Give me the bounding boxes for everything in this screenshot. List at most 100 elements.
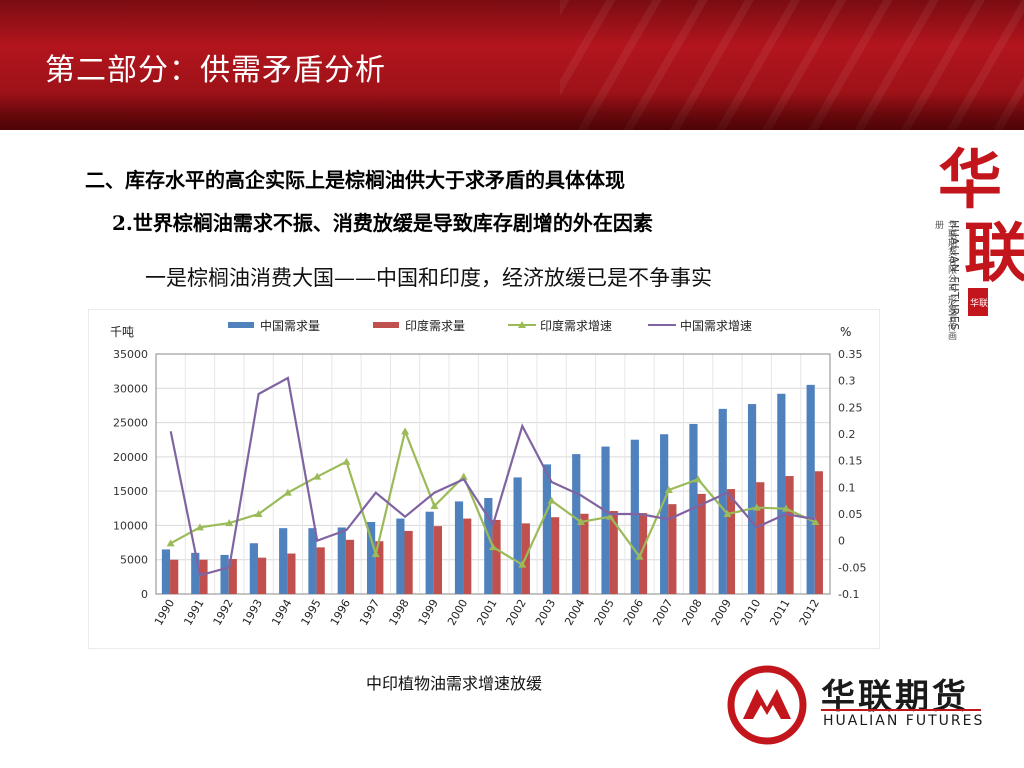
side-logo-glyph-hua: 华: [938, 144, 1002, 218]
bar: [161, 549, 171, 594]
line-point: [752, 503, 761, 511]
demand-chart: 0 5000 10000 15000 20000 25000 30000 35000 -0.1 -…: [87, 308, 881, 650]
y-tick-left: 5000: [120, 554, 148, 567]
body-statement: 一是棕榈油消费大国——中国和印度，经济放缓已是不争事实: [145, 266, 712, 290]
bar: [726, 489, 736, 594]
y-axis-label-left: 千吨: [110, 325, 134, 339]
line-point: [664, 486, 673, 493]
y-tick-right: 0.15: [838, 455, 863, 468]
line-point: [518, 560, 527, 568]
line-point: [811, 518, 820, 525]
brand-mark-icon: [727, 665, 807, 745]
series-line: [169, 376, 816, 577]
section-heading: 二、库存水平的高企实际上是棕榈油供大于求矛盾的具体体现: [85, 168, 625, 192]
y-tick-left: 10000: [113, 519, 148, 532]
line-point: [430, 502, 439, 509]
y-axis-label-right: %: [840, 325, 851, 339]
bar: [366, 522, 376, 594]
bar: [396, 518, 405, 594]
y-tick-right: 0.1: [838, 481, 856, 494]
y-tick-left: 25000: [113, 417, 148, 430]
y-tick-right: -0.05: [838, 561, 866, 574]
bar: [551, 517, 560, 594]
line-point: [225, 519, 234, 527]
brand-english: HUALIAN FUTURES: [823, 713, 985, 729]
bar: [814, 471, 823, 594]
bar: [433, 526, 443, 594]
bar: [404, 530, 413, 594]
bar: [572, 454, 581, 594]
bar: [668, 504, 677, 594]
bar: [785, 476, 794, 594]
header-shade: [0, 95, 1024, 130]
line-point: [254, 510, 263, 517]
line-point: [166, 539, 175, 547]
bar: [316, 547, 325, 594]
bar: [454, 501, 464, 594]
chart-caption: 中印植物油需求增速放缓: [366, 674, 543, 693]
page-title: 第二部分：供需矛盾分析: [45, 53, 386, 88]
legend-marker: [518, 321, 526, 328]
bar: [601, 446, 610, 594]
bar: [513, 477, 522, 594]
bar: [542, 464, 552, 594]
bar: [199, 559, 208, 594]
y-tick-left: 35000: [113, 348, 148, 361]
y-tick-left: 30000: [113, 382, 148, 395]
bar: [249, 543, 258, 594]
y-tick-left: 0: [141, 588, 148, 601]
y-tick-right: 0.05: [838, 508, 863, 521]
y-tick-right: 0.3: [838, 375, 856, 388]
bar: [777, 393, 786, 594]
bar: [257, 557, 267, 594]
y-tick-left: 15000: [113, 485, 148, 498]
bar: [609, 511, 618, 594]
bar: [492, 519, 501, 594]
legend-label: 中国需求量: [260, 318, 320, 333]
bar: [308, 528, 317, 594]
side-logo-english: HUALIAN FUTURES: [948, 220, 961, 331]
header-decoration: [560, 0, 1024, 130]
y-tick-right: 0.2: [838, 428, 856, 441]
y-tick-left: 20000: [113, 451, 148, 464]
y-tick-right: 0: [838, 535, 845, 548]
y-tick-right: -0.1: [838, 588, 859, 601]
bar: [806, 384, 815, 594]
side-logo-seal: [968, 288, 988, 316]
bar: [718, 408, 727, 594]
bar: [425, 511, 434, 594]
bar: [191, 552, 200, 594]
line-point: [723, 510, 732, 517]
y-tick-right: 0.25: [838, 401, 863, 414]
line-point: [547, 496, 556, 504]
subsection-heading: 2.世界棕榈油需求不振、消费放缓是导致库存剧增的外在因素: [112, 211, 653, 235]
bar: [697, 493, 706, 594]
brand-rule: [821, 709, 981, 711]
line-point: [459, 472, 468, 480]
side-logo: 华 联 华联 HUALIAN FUTURES 华联期货有限公司 形象宣传画册: [930, 140, 1024, 340]
line-point: [195, 523, 204, 531]
bar: [580, 513, 589, 594]
legend-swatch: [228, 322, 254, 328]
side-logo-glyph-lian: 联: [964, 217, 1024, 291]
line-point: [401, 427, 410, 435]
bar: [345, 539, 355, 594]
line-point: [782, 504, 791, 512]
bar: [756, 482, 765, 594]
line-point: [313, 472, 322, 480]
legend-label: 中国需求增速: [680, 318, 752, 333]
bar: [287, 553, 296, 594]
line-point: [694, 475, 703, 483]
brand-logo: 华联期货 HUALIAN FUTURES: [725, 665, 985, 747]
header-banner: 第二部分：供需矛盾分析: [0, 0, 1024, 130]
bar: [220, 554, 229, 594]
bar: [463, 518, 472, 594]
side-logo-seal-text: 华联: [970, 297, 988, 309]
side-logo-calligraphy: 华 联 华联: [938, 144, 1024, 316]
bar: [660, 434, 669, 594]
bar: [170, 559, 179, 594]
bar: [747, 404, 757, 594]
chart-frame: [87, 308, 881, 650]
line-point: [283, 488, 292, 496]
bar: [638, 513, 648, 594]
